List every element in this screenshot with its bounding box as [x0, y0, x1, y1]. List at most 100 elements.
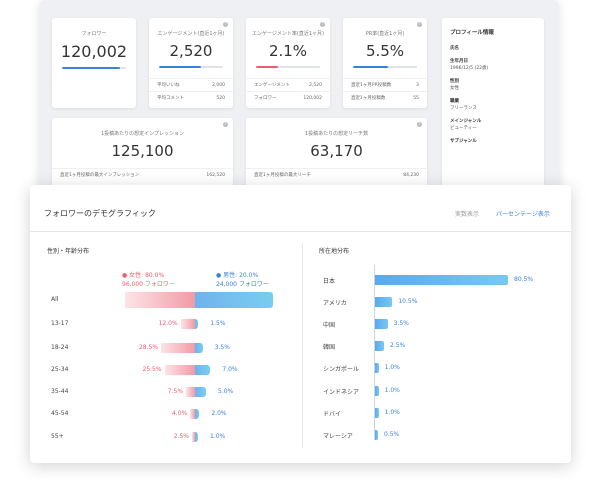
age-label: 25-34: [51, 366, 69, 373]
location-percent-label: 10.5%: [398, 298, 418, 305]
profile-field: サブジャンル: [450, 139, 477, 144]
male-percent-label: 3.5%: [214, 344, 230, 351]
location-label: マレーシア: [323, 433, 353, 440]
male-header: ● 男性: 20.0% 24,000 フォロワー: [216, 272, 269, 288]
help-icon[interactable]: ?: [417, 122, 422, 127]
stat-row: 直近1ヶ月投稿の最大リーチ 84,230: [246, 168, 427, 181]
progress-bar: [62, 67, 126, 69]
card-value: 63,170: [310, 142, 363, 160]
location-percent-label: 1.0%: [384, 409, 400, 416]
male-bar: [195, 319, 199, 329]
female-bar: [180, 319, 195, 329]
card-value: 5.5%: [365, 42, 405, 60]
profile-field: 職業 フリーランス: [450, 99, 477, 111]
female-bar: [164, 365, 195, 375]
impressions-card: ? 1投稿あたりの想定インプレッション 125,100 直近1ヶ月投稿の最大イン…: [52, 118, 233, 188]
female-bar: [125, 292, 195, 308]
stat-row: 平均コメント 520: [149, 91, 233, 104]
location-percent-label: 80.5%: [514, 276, 534, 283]
female-percent-label: 7.5%: [167, 388, 184, 395]
stat-row: 直近1ヶ月投稿の最大インプレッション 162,520: [52, 168, 233, 181]
toggle-actual-button[interactable]: 実数表示: [455, 211, 480, 218]
location-percent-label: 1.0%: [384, 364, 400, 371]
female-percent-label: 4.0%: [171, 410, 188, 417]
help-icon[interactable]: ?: [223, 22, 228, 27]
divider: [302, 243, 303, 448]
female-bar: [161, 343, 195, 353]
male-count: 24,000 フォロワー: [216, 281, 269, 288]
location-bar: [375, 319, 388, 329]
location-axis: [374, 265, 375, 440]
female-icon: ●: [122, 272, 128, 279]
stat-row: 直近1ヶ月投稿数 55: [343, 91, 427, 104]
female-bar: [192, 432, 195, 442]
location-bar: [375, 363, 379, 373]
card-value: 125,100: [111, 142, 174, 160]
progress-bar: [256, 66, 320, 68]
location-label: 韓国: [323, 344, 336, 351]
location-title: 所在地分布: [319, 248, 350, 255]
male-bar: [195, 343, 203, 353]
profile-panel: プロフィール情報 氏名 生年月日 1996/12/5 (22歳) 性別 女性 職業フ…: [442, 18, 544, 200]
stat-row: 直近1ヶ月PR投稿数 3: [343, 78, 427, 91]
female-percent-label: 12.0%: [158, 320, 178, 327]
male-percent-label: 1.0%: [210, 433, 226, 440]
age-label: All: [51, 296, 59, 303]
profile-title: プロフィール情報: [450, 30, 494, 36]
age-label: 45-54: [51, 410, 69, 417]
female-bar: [190, 409, 195, 419]
stat-row: フォロワー 120,002: [246, 91, 330, 104]
location-bar: [375, 275, 508, 285]
card-title: PR率(直近1ヶ月): [365, 31, 405, 37]
male-bar: [195, 292, 273, 308]
followers-card: フォロワー 120,002: [52, 18, 136, 108]
female-percent-label: 28.5%: [138, 344, 158, 351]
male-bar: [195, 409, 200, 419]
engagement-rate-card: ? エンゲージメント率(直近1ヶ月) 2.1% エンゲージメント 2,520 フォ…: [246, 18, 330, 108]
male-bar: [195, 387, 206, 397]
demographics-panel: フォロワーのデモグラフィック 実数表示 パーセンテージ表示 性別・年齢分布 所在…: [30, 185, 571, 463]
age-label: 18-24: [51, 344, 69, 351]
profile-field: メインジャンル ビューティー: [450, 119, 482, 131]
age-label: 13-17: [51, 320, 69, 327]
progress-bar: [159, 66, 223, 68]
card-title: エンゲージメント率(直近1ヶ月): [252, 31, 324, 37]
location-label: アメリカ: [323, 300, 347, 307]
male-percent-label: 2.0%: [211, 410, 227, 417]
card-title: 1投稿あたりの想定インプレッション: [100, 131, 185, 137]
pr-rate-card: ? PR率(直近1ヶ月) 5.5% 直近1ヶ月PR投稿数 3 直近1ヶ月投稿数 55: [343, 18, 427, 108]
location-label: 中国: [323, 322, 336, 329]
gender-age-title: 性別・年齢分布: [47, 248, 90, 255]
location-label: インドネシア: [323, 389, 360, 396]
location-bar: [375, 430, 378, 440]
card-value: 2,520: [169, 42, 213, 60]
card-title: エンゲージメント(直近1ヶ月): [157, 31, 225, 37]
female-bar: [186, 387, 195, 397]
age-label: 55+: [51, 433, 64, 440]
card-value: 120,002: [60, 42, 128, 61]
progress-bar: [353, 66, 417, 68]
help-icon[interactable]: ?: [223, 122, 228, 127]
male-percent-label: 1.5%: [210, 320, 226, 327]
female-percent-label: 2.5%: [173, 433, 190, 440]
male-percent-label: 5.0%: [218, 388, 234, 395]
male-bar: [195, 432, 198, 442]
card-value: 2.1%: [268, 42, 308, 60]
location-bar: [375, 386, 379, 396]
stat-row: 平均いいね 2,000: [149, 78, 233, 91]
engagement-card: ? エンゲージメント(直近1ヶ月) 2,520 平均いいね 2,000 平均コメン…: [149, 18, 233, 108]
toggle-percent-button[interactable]: パーセンテージ表示: [496, 211, 550, 218]
stat-row: エンゲージメント 2,520: [246, 78, 330, 91]
location-label: 日本: [323, 278, 336, 285]
location-percent-label: 2.5%: [390, 342, 406, 349]
female-header: ● 女性: 80.0% 96,000 フォロワー: [122, 272, 175, 288]
male-bar: [195, 365, 211, 375]
dashboard-background: フォロワー 120,002 ? エンゲージメント(直近1ヶ月) 2,520 平均…: [39, 0, 559, 200]
male-percent-label: 7.0%: [222, 366, 238, 373]
male-icon: ●: [216, 272, 222, 279]
age-label: 35-44: [51, 388, 69, 395]
reach-card: ? 1投稿あたりの想定リーチ数 63,170 直近1ヶ月投稿の最大リーチ 84,2…: [246, 118, 427, 188]
location-bar: [375, 341, 384, 351]
help-icon[interactable]: ?: [417, 22, 422, 27]
help-icon[interactable]: ?: [320, 22, 325, 27]
